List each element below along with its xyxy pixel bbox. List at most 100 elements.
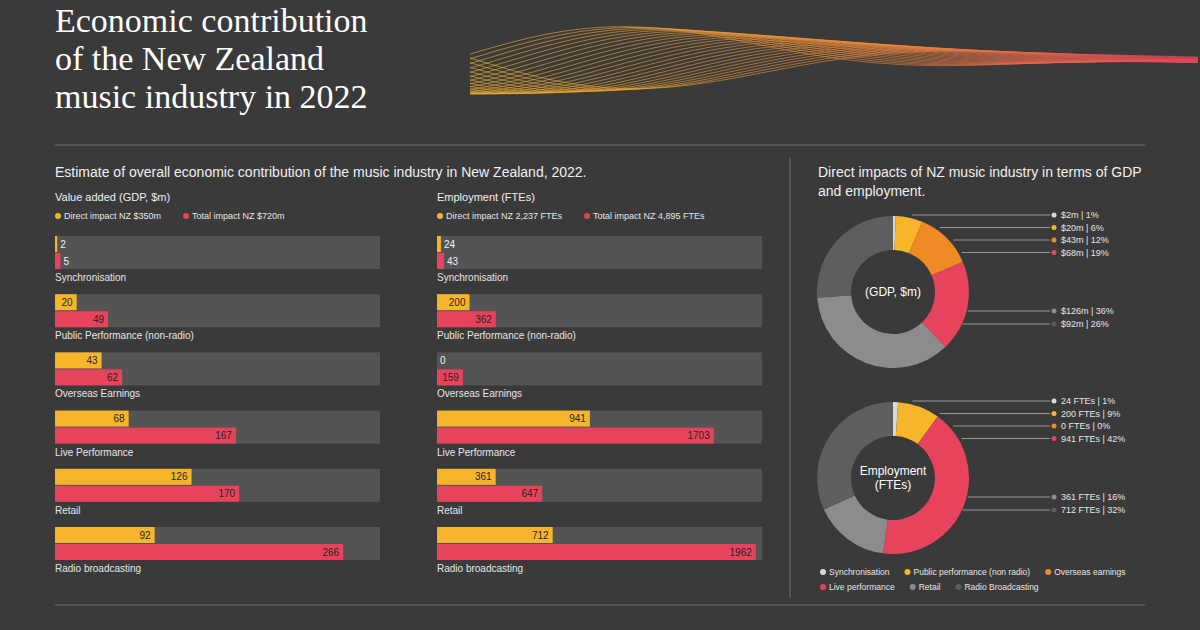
bar bbox=[437, 486, 542, 502]
legend-label: Live performance bbox=[829, 582, 895, 592]
data-label: 647 bbox=[521, 488, 538, 499]
legend-label: Synchronisation bbox=[829, 567, 890, 577]
label-dot bbox=[1052, 399, 1057, 404]
data-label: 62 bbox=[107, 372, 119, 383]
bar bbox=[55, 294, 77, 310]
bar bbox=[55, 352, 102, 368]
leader-line bbox=[940, 227, 1050, 228]
label-dot bbox=[1052, 250, 1057, 255]
bars bbox=[55, 236, 343, 560]
data-label: 1703 bbox=[687, 430, 710, 441]
main-title: Economic contributionof the New Zealandm… bbox=[55, 2, 368, 115]
wave-line bbox=[470, 28, 1198, 64]
label-dot bbox=[1052, 495, 1057, 500]
bar-track bbox=[437, 527, 762, 560]
data-label: 43 bbox=[447, 256, 459, 267]
bar bbox=[55, 369, 122, 385]
wave-line bbox=[470, 43, 1198, 94]
wave-line bbox=[470, 30, 1198, 72]
leader-line bbox=[962, 438, 1050, 439]
bar-track bbox=[55, 411, 380, 444]
label-dot bbox=[1052, 213, 1057, 218]
legend-swatch bbox=[910, 584, 916, 590]
bars bbox=[437, 236, 756, 560]
bar bbox=[437, 527, 553, 543]
data-label: 68 bbox=[114, 413, 126, 424]
panel-title: Employment (FTEs) bbox=[437, 191, 535, 203]
main-title-line: of the New Zealand bbox=[55, 40, 324, 77]
slice-label: 712 FTEs | 32% bbox=[1061, 505, 1125, 515]
panel-title: Direct impacts of NZ music industry in t… bbox=[818, 164, 1142, 199]
donut-center-label-line: (GDP, $m) bbox=[865, 285, 921, 299]
legend-item: Overseas earnings bbox=[1045, 567, 1125, 577]
data-label: 43 bbox=[86, 355, 98, 366]
legend-label: Total impact NZ $720m bbox=[192, 211, 285, 221]
main-title-line: Economic contribution bbox=[55, 2, 368, 39]
bar-track bbox=[55, 527, 380, 560]
legend-swatch bbox=[55, 213, 61, 219]
legend-label: Direct impact NZ 2,237 FTEs bbox=[446, 211, 563, 221]
panel-title-line: Direct impacts of NZ music industry in t… bbox=[818, 164, 1142, 180]
slice-label: 941 FTEs | 42% bbox=[1061, 434, 1125, 444]
leader-line bbox=[962, 324, 1050, 325]
leader-line bbox=[940, 413, 1050, 414]
legend-swatch bbox=[820, 569, 826, 575]
donut-center-label-line: (FTEs) bbox=[875, 478, 912, 492]
subtitle: Estimate of overall economic contributio… bbox=[55, 164, 587, 180]
wave-line bbox=[470, 45, 1198, 93]
donut-slice bbox=[817, 295, 945, 368]
data-label: 361 bbox=[475, 471, 492, 482]
label-dot bbox=[1052, 436, 1057, 441]
data-label: 126 bbox=[171, 471, 188, 482]
wave-line bbox=[470, 33, 1198, 84]
bar bbox=[437, 253, 444, 269]
slice-label: $43m | 12% bbox=[1061, 235, 1109, 245]
rule bbox=[55, 605, 1145, 606]
category-label: Live Performance bbox=[437, 447, 516, 458]
bar-track bbox=[437, 352, 762, 385]
category-label: Retail bbox=[55, 505, 81, 516]
legend-label: Radio Broadcasting bbox=[964, 582, 1038, 592]
label-dot bbox=[1052, 322, 1057, 327]
legend-item: Synchronisation bbox=[820, 567, 890, 577]
legend-swatch bbox=[1045, 569, 1051, 575]
wave-line bbox=[470, 29, 1198, 68]
bar bbox=[55, 527, 155, 543]
slice-label: $68m | 19% bbox=[1061, 248, 1109, 258]
data-label: 49 bbox=[93, 314, 105, 325]
bar bbox=[55, 411, 129, 427]
rule bbox=[55, 145, 1145, 146]
bar-track bbox=[55, 352, 380, 385]
legend-label: Retail bbox=[919, 582, 941, 592]
legend-item: Radio Broadcasting bbox=[955, 582, 1038, 592]
category-label: Radio broadcasting bbox=[55, 563, 141, 574]
slice-label: $2m | 1% bbox=[1061, 210, 1099, 220]
data-label: 266 bbox=[322, 547, 339, 558]
bar bbox=[55, 486, 239, 502]
leader-line bbox=[912, 401, 1050, 402]
panel-title-line: and employment. bbox=[818, 183, 925, 199]
data-label: 200 bbox=[449, 297, 466, 308]
data-label: 2 bbox=[60, 239, 66, 250]
bar-chart: Value added (GDP, $m)Direct impact NZ $3… bbox=[55, 191, 380, 574]
data-label: 159 bbox=[442, 372, 459, 383]
data-label: 362 bbox=[475, 314, 492, 325]
legend-swatch bbox=[820, 584, 826, 590]
leader-line bbox=[953, 426, 1050, 427]
legend-label: Public performance (non radio) bbox=[913, 567, 1030, 577]
legend-label: Overseas earnings bbox=[1054, 567, 1125, 577]
bar bbox=[55, 428, 236, 444]
category-label: Public Performance (non-radio) bbox=[55, 330, 194, 341]
bar bbox=[437, 544, 756, 560]
data-label: 92 bbox=[140, 530, 152, 541]
category-label: Public Performance (non-radio) bbox=[437, 330, 576, 341]
wave-line bbox=[470, 32, 1198, 80]
bar bbox=[437, 236, 441, 252]
bar bbox=[55, 311, 108, 327]
divider bbox=[790, 158, 791, 598]
category-label: Synchronisation bbox=[437, 272, 508, 283]
bar bbox=[437, 369, 463, 385]
legend-swatch bbox=[955, 584, 961, 590]
label-dot bbox=[1052, 424, 1057, 429]
donut-center-label: (GDP, $m) bbox=[865, 285, 921, 299]
